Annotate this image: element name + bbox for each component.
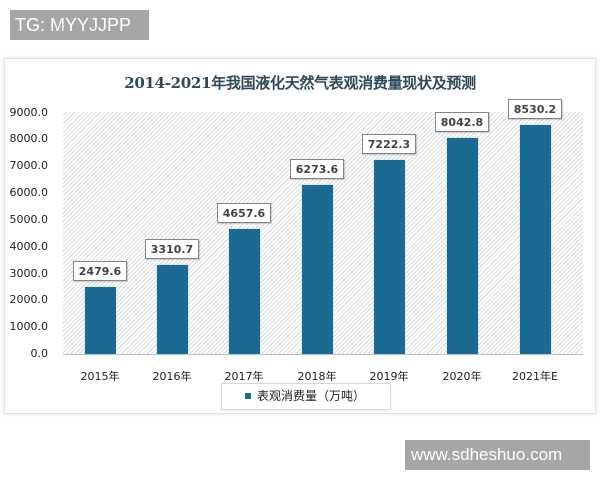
data-label: 8042.8 (435, 112, 489, 132)
y-tick: 9000.0 (9, 106, 49, 119)
y-tick: 1000.0 (9, 320, 49, 333)
chart-legend: 表观消费量（万吨） (221, 383, 391, 410)
bar (520, 125, 551, 354)
x-tick: 2021年E (512, 370, 558, 383)
y-tick: 8000.0 (9, 132, 49, 145)
x-tick: 2018年 (297, 370, 337, 383)
data-label: 6273.6 (290, 159, 344, 179)
watermark-top: TG: MYYJJPP (10, 10, 149, 40)
data-label: 8530.2 (508, 99, 562, 119)
chart-title: 2014-2021年我国液化天然气表观消费量现状及预测 (124, 74, 476, 92)
y-tick: 3000.0 (9, 267, 49, 280)
y-tick: 4000.0 (9, 240, 49, 253)
bar (85, 287, 116, 354)
y-tick: 5000.0 (9, 213, 49, 226)
legend-label: 表观消费量（万吨） (257, 389, 366, 403)
data-label: 3310.7 (145, 239, 199, 259)
x-tick: 2015年 (80, 370, 120, 383)
y-tick: 2000.0 (9, 293, 49, 306)
y-tick: 6000.0 (9, 186, 49, 199)
x-tick: 2017年 (224, 370, 264, 383)
bar (374, 160, 405, 354)
bar (447, 138, 478, 354)
bar (157, 265, 188, 354)
bar (302, 185, 333, 354)
x-tick: 2020年 (442, 370, 482, 383)
data-label: 4657.6 (217, 203, 271, 223)
x-tick: 2016年 (152, 370, 192, 383)
x-axis-line (63, 354, 583, 355)
watermark-bottom: www.sdheshuo.com (405, 440, 590, 470)
bar (229, 229, 260, 354)
x-tick: 2019年 (369, 370, 409, 383)
data-label: 2479.6 (73, 261, 127, 281)
data-label: 7222.3 (362, 134, 416, 154)
legend-swatch-icon (245, 393, 251, 399)
y-tick: 7000.0 (9, 159, 49, 172)
y-tick: 0.0 (30, 347, 49, 360)
